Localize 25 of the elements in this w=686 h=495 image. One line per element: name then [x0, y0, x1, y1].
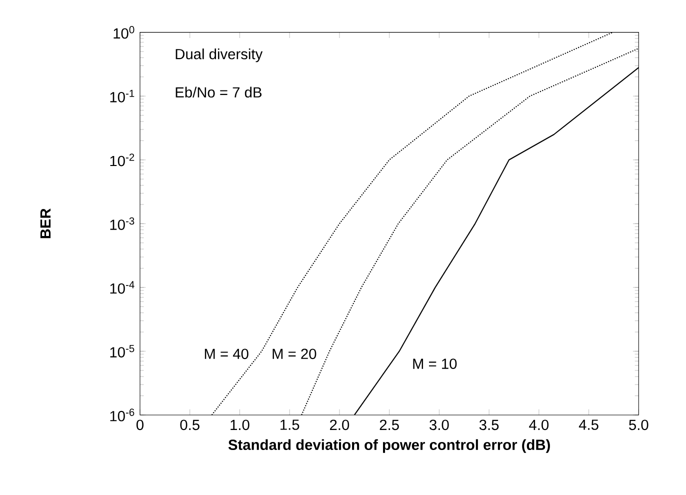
y-tick-label: 10$^{-3}$: [110, 217, 134, 230]
series-label: M = 40: [204, 348, 248, 360]
y-tick-label: 10$^{-5}$: [110, 344, 134, 358]
y-tick-label: 10$^{-4}$: [110, 281, 134, 294]
y-tick-label: 10$^{-6}$: [110, 408, 134, 422]
x-tick-label: 1.0: [230, 420, 250, 430]
x-tick-label: 4.0: [529, 420, 549, 430]
x-tick-label: 3.5: [479, 420, 499, 430]
x-tick-label: 0: [136, 420, 144, 430]
x-tick-label: 3.0: [430, 420, 449, 430]
y-tick-label: 10$^{-1}$: [110, 90, 134, 102]
x-axis-title: Standard deviation of power control error (dB): [228, 439, 550, 453]
x-tick-label: 5.0: [629, 420, 648, 430]
annotation: Eb/No = 7 dB: [176, 86, 262, 98]
series-label: M = 10: [413, 358, 457, 369]
x-tick-label: 0.5: [180, 420, 200, 430]
y-tick-label: 10$^{0}$: [114, 26, 134, 39]
x-tick-label: 2.5: [380, 420, 399, 430]
y-tick-label: 10$^{-2}$: [110, 154, 134, 166]
annotation: Dual diversity: [176, 48, 263, 62]
series-label: M = 20: [272, 348, 316, 360]
x-tick-label: 2.0: [330, 420, 350, 430]
x-tick-label: 4.5: [578, 420, 598, 430]
x-tick-label: 1.5: [280, 420, 300, 430]
y-axis-title: BER: [40, 208, 51, 238]
